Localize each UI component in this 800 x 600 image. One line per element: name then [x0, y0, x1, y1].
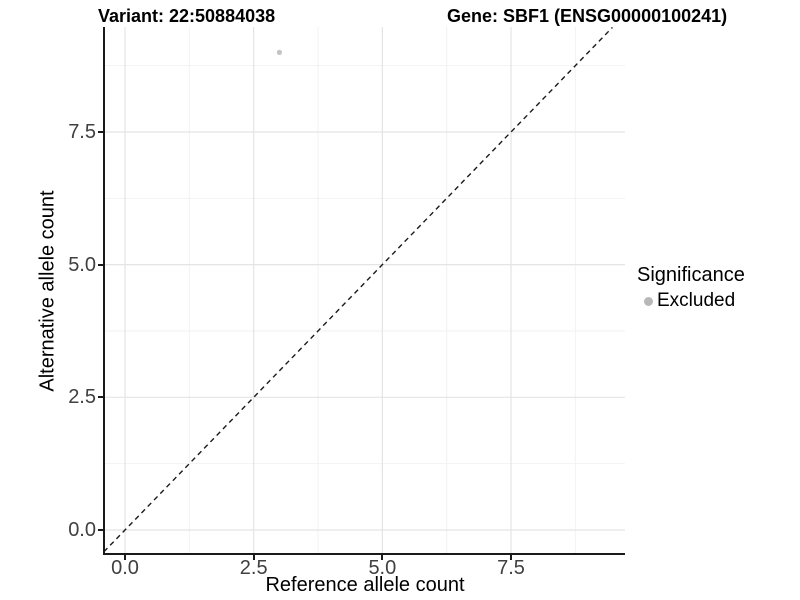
y-tick-mark [98, 529, 103, 531]
y-tick-label: 2.5 [68, 386, 96, 409]
gene-title: Gene: SBF1 (ENSG00000100241) [447, 6, 728, 26]
x-axis-title: Reference allele count [265, 574, 465, 596]
y-tick-mark [98, 130, 103, 133]
x-tick-mark [510, 555, 513, 560]
y-tick-mark [98, 396, 103, 399]
legend-item-excluded: Excluded [637, 291, 745, 311]
legend: Significance Excluded [637, 264, 745, 311]
data-point [276, 49, 283, 55]
x-tick-label: 7.5 [497, 557, 525, 579]
x-tick-label: 5.0 [368, 557, 397, 579]
legend-item-label: Excluded [657, 290, 736, 311]
x-tick-mark [381, 555, 384, 560]
y-tick-mark [98, 263, 103, 266]
variant-title: Variant: 22:50884038 [98, 6, 276, 26]
y-tick-label: 0.0 [68, 519, 96, 541]
y-tick-label: 5.0 [68, 253, 96, 276]
x-tick-mark [124, 555, 126, 560]
identity-dashed-line [105, 27, 613, 552]
x-tick-label: 0.0 [111, 557, 139, 579]
plot-panel [103, 27, 625, 555]
y-axis-title: Alternative allele count [36, 190, 59, 392]
excluded-point-icon [644, 296, 653, 306]
x-tick-label: 2.5 [239, 557, 268, 579]
plot-canvas [105, 27, 625, 553]
x-tick-mark [252, 555, 255, 560]
legend-title: Significance [637, 264, 745, 286]
y-tick-label: 7.5 [68, 120, 96, 143]
